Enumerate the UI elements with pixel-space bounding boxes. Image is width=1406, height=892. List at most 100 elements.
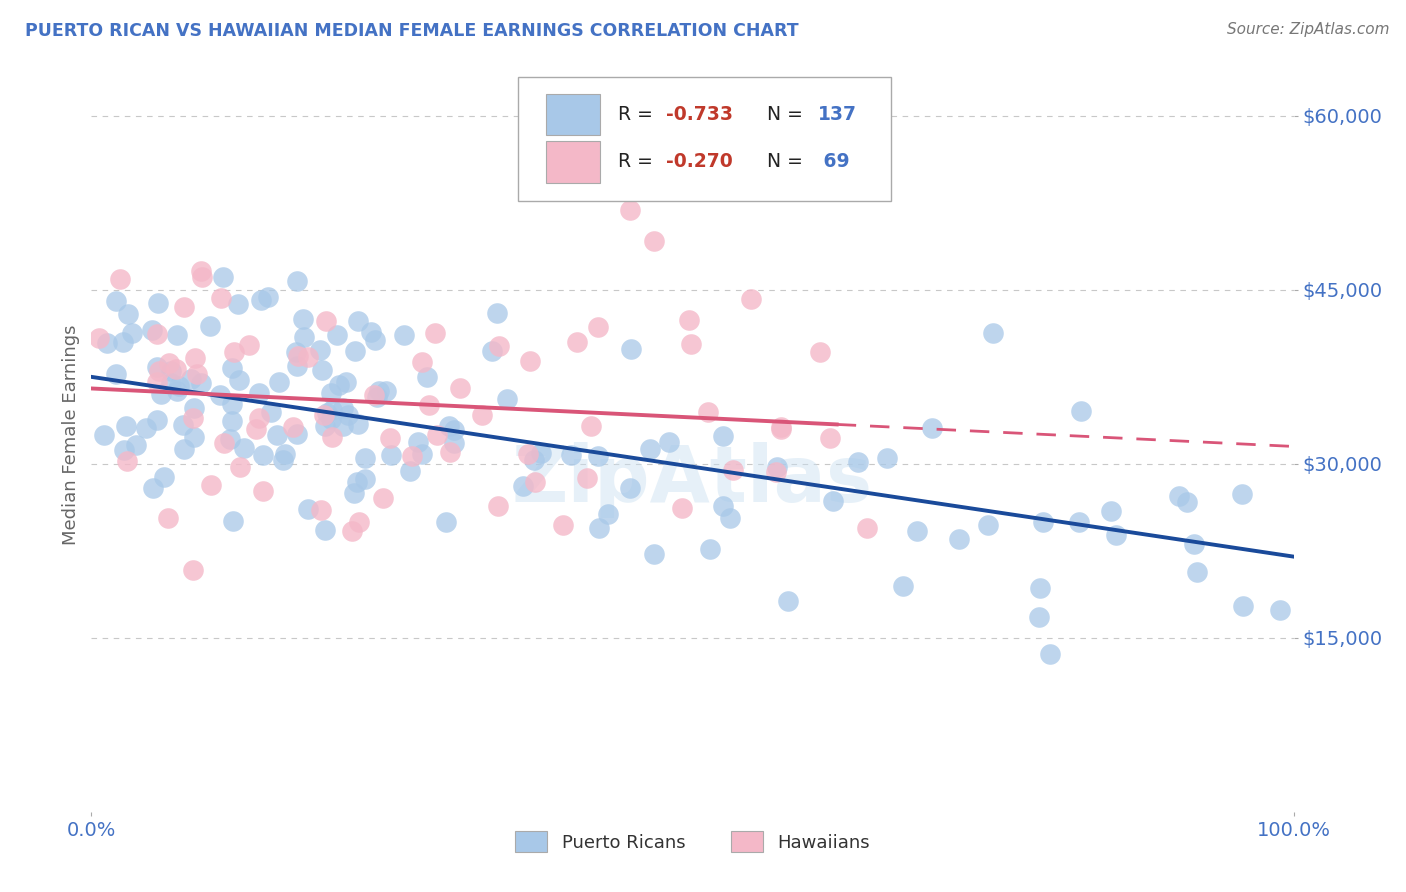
Point <box>948 532 970 546</box>
Point <box>495 392 517 406</box>
Point <box>523 452 546 467</box>
Point <box>347 417 370 432</box>
Point <box>87 331 110 345</box>
Point <box>218 432 240 446</box>
Point <box>104 367 127 381</box>
Point <box>371 491 394 505</box>
Point <box>1029 581 1052 595</box>
Point <box>983 326 1005 341</box>
Point <box>152 469 174 483</box>
Point <box>366 390 388 404</box>
Point <box>443 424 465 438</box>
Point <box>681 336 703 351</box>
Point <box>619 481 641 495</box>
Point <box>142 481 165 495</box>
Point <box>364 333 387 347</box>
Point <box>517 447 540 461</box>
Point <box>766 459 789 474</box>
Point <box>297 350 319 364</box>
Point <box>512 479 534 493</box>
Point <box>191 270 214 285</box>
Point <box>643 547 665 561</box>
Point <box>846 455 869 469</box>
Point <box>183 563 205 577</box>
Point <box>115 419 138 434</box>
Point <box>146 327 169 342</box>
Point <box>481 344 503 359</box>
Point <box>443 436 465 450</box>
Point <box>619 202 641 217</box>
Point <box>401 449 423 463</box>
Point <box>328 378 350 392</box>
Point <box>222 514 245 528</box>
Text: Source: ZipAtlas.com: Source: ZipAtlas.com <box>1226 22 1389 37</box>
Point <box>1175 495 1198 509</box>
Point <box>360 325 382 339</box>
Point <box>579 418 602 433</box>
Point <box>893 579 915 593</box>
Point <box>596 507 619 521</box>
Point <box>148 364 170 378</box>
Point <box>643 235 665 249</box>
Point <box>586 320 609 334</box>
Point <box>166 384 188 398</box>
Point <box>335 375 357 389</box>
Point <box>247 410 270 425</box>
Text: R =: R = <box>617 105 659 124</box>
Point <box>905 524 928 538</box>
Point <box>267 375 290 389</box>
Point <box>1232 486 1254 500</box>
Point <box>486 499 509 513</box>
Text: ZipAtlas: ZipAtlas <box>512 442 873 518</box>
Point <box>186 367 208 381</box>
Point <box>437 419 460 434</box>
Point <box>112 334 135 349</box>
Point <box>121 326 143 341</box>
Point <box>921 421 943 435</box>
Point <box>252 448 274 462</box>
Point <box>723 463 745 477</box>
Point <box>876 451 898 466</box>
Point <box>486 306 509 320</box>
Point <box>311 363 333 377</box>
Point <box>212 270 235 285</box>
Point <box>808 344 831 359</box>
Point <box>314 408 336 422</box>
Point <box>575 471 598 485</box>
Text: 69: 69 <box>817 153 851 171</box>
Point <box>343 344 366 359</box>
FancyBboxPatch shape <box>519 77 891 202</box>
Point <box>696 405 718 419</box>
Point <box>315 314 337 328</box>
Point <box>551 518 574 533</box>
Point <box>678 313 700 327</box>
Point <box>159 376 181 390</box>
Point <box>711 428 734 442</box>
Text: 137: 137 <box>817 105 856 124</box>
Point <box>146 375 169 389</box>
Point <box>297 501 319 516</box>
Point <box>711 499 734 513</box>
Point <box>292 330 315 344</box>
Point <box>285 274 308 288</box>
Point <box>285 344 308 359</box>
Point <box>125 438 148 452</box>
Point <box>311 503 333 517</box>
Point <box>166 362 188 376</box>
Point <box>1070 404 1092 418</box>
Point <box>222 345 245 359</box>
Text: R =: R = <box>617 153 659 171</box>
Point <box>765 465 787 479</box>
Point <box>115 453 138 467</box>
Point <box>718 511 741 525</box>
Point <box>93 427 115 442</box>
Point <box>336 408 359 422</box>
Point <box>190 376 212 390</box>
Point <box>228 460 250 475</box>
Point <box>519 354 541 368</box>
Point <box>346 314 368 328</box>
Point <box>190 264 212 278</box>
Point <box>332 419 354 434</box>
Point <box>157 510 180 524</box>
Point <box>228 373 250 387</box>
